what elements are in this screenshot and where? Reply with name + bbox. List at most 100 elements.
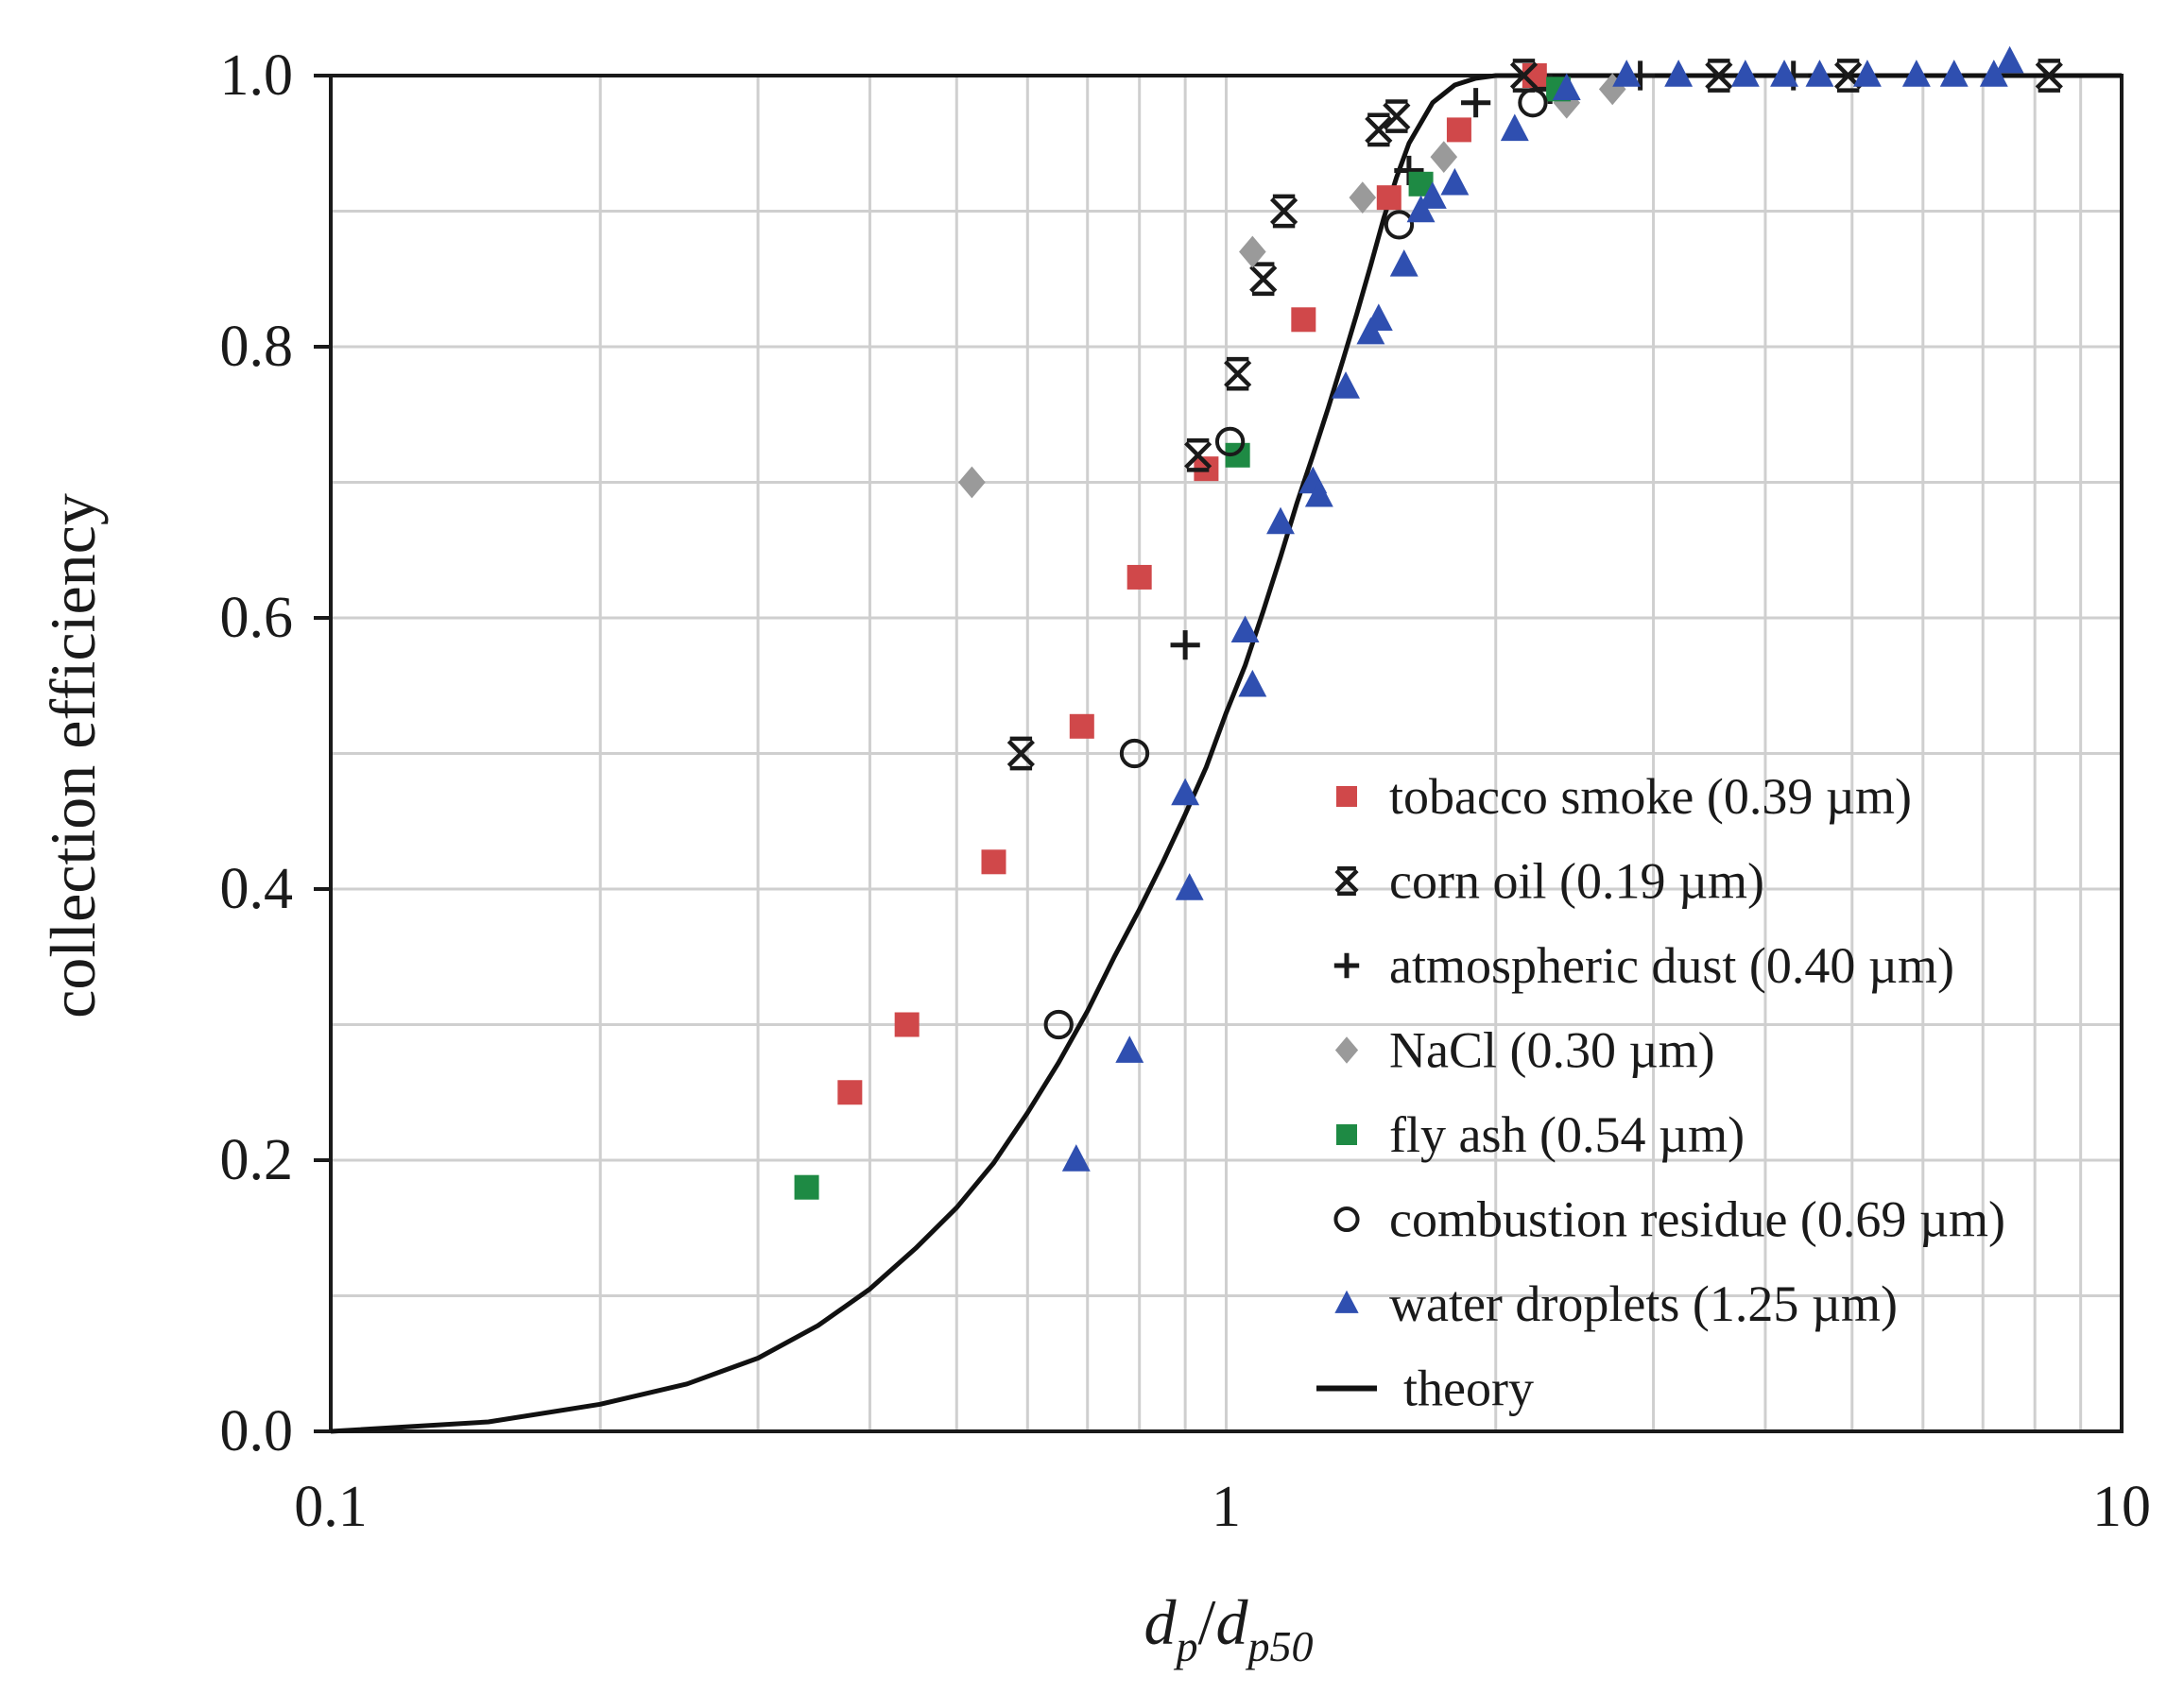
data-point <box>1238 669 1267 697</box>
data-point <box>1730 60 1760 87</box>
data-point <box>1239 235 1266 268</box>
data-point <box>1805 60 1834 87</box>
legend-marker <box>1334 1036 1359 1064</box>
data-point <box>1006 736 1035 771</box>
data-point <box>1770 60 1798 87</box>
x-axis-title-d2: d <box>1215 1586 1248 1658</box>
data-point <box>1230 615 1260 643</box>
data-point <box>1939 60 1969 87</box>
legend: tobacco smoke (0.39 µm) corn oil (0.19 µm… <box>1316 768 2005 1417</box>
data-point <box>981 849 1006 875</box>
data-point <box>1214 426 1246 457</box>
data-point <box>1834 59 1863 93</box>
y-tick-label: 0.2 <box>220 1128 294 1192</box>
data-point <box>958 466 986 499</box>
y-axis-title: collection efficiency <box>37 493 109 1018</box>
data-point <box>1406 195 1436 223</box>
data-point <box>1266 506 1295 535</box>
data-point <box>1291 307 1316 333</box>
series-1 <box>1006 59 2063 771</box>
legend-marker <box>1334 1290 1359 1313</box>
x-tick-labels: 0.1 1 10 <box>294 1475 2151 1539</box>
legend-label: combustion residue (0.69 µm) <box>1389 1191 2005 1248</box>
legend-label: corn oil (0.19 µm) <box>1389 853 1764 910</box>
data-point <box>1664 60 1694 87</box>
x-tick-label: 1 <box>1212 1475 1241 1539</box>
legend-label: tobacco smoke (0.39 µm) <box>1389 768 1912 825</box>
data-point <box>1224 356 1252 391</box>
data-point <box>1115 1035 1144 1063</box>
legend-marker <box>1334 866 1359 896</box>
data-point <box>1170 630 1200 660</box>
y-tick-labels: 0.0 0.2 0.4 0.6 0.8 1.0 <box>220 43 294 1463</box>
y-tick-label: 0.4 <box>220 857 294 921</box>
x-axis-title-d1: d <box>1144 1586 1178 1658</box>
data-point <box>1349 181 1377 214</box>
y-tick-label: 0.8 <box>220 315 294 379</box>
legend-marker <box>1333 1206 1360 1233</box>
data-point <box>1446 117 1471 143</box>
data-series-layer <box>794 45 2063 1200</box>
data-point <box>1126 564 1152 590</box>
y-tick-label: 0.0 <box>220 1399 294 1463</box>
data-point <box>1612 60 1642 87</box>
data-point <box>1175 873 1204 900</box>
legend-label: fly ash (0.54 µm) <box>1389 1106 1745 1163</box>
legend-label: NaCl (0.30 µm) <box>1389 1022 1715 1079</box>
data-point <box>1418 181 1447 209</box>
data-point <box>1365 112 1393 147</box>
x-axis-title-sub1: p <box>1174 1622 1198 1670</box>
data-point <box>1440 167 1470 196</box>
x-axis-title-sub2: p50 <box>1245 1622 1313 1670</box>
data-point <box>1500 113 1529 142</box>
series-5 <box>1043 88 1548 1040</box>
data-point <box>1304 479 1333 507</box>
x-axis-title-slash: / <box>1198 1586 1216 1658</box>
data-point <box>1061 1144 1091 1172</box>
data-point <box>794 1174 819 1200</box>
data-point <box>1852 60 1882 87</box>
data-point <box>1979 60 2008 87</box>
data-point <box>1332 371 1360 399</box>
data-point <box>1069 713 1094 739</box>
data-point <box>1356 317 1385 345</box>
data-point <box>1901 60 1931 87</box>
data-point <box>1184 437 1212 472</box>
data-point <box>1269 194 1298 229</box>
x-axis-title: dp/dp50 <box>1144 1586 1314 1670</box>
legend-marker <box>1336 786 1357 807</box>
data-point <box>1509 59 1539 93</box>
y-tick-label: 1.0 <box>220 43 294 108</box>
data-point <box>2035 59 2063 93</box>
legend-label: atmospheric dust (0.40 µm) <box>1389 937 1954 994</box>
legend-marker <box>1333 952 1360 979</box>
legend-label-theory: theory <box>1403 1360 1534 1417</box>
data-point <box>1383 99 1411 133</box>
data-point <box>1376 185 1402 211</box>
data-point <box>1705 59 1733 93</box>
data-point <box>1430 141 1458 173</box>
legend-marker <box>1336 1124 1357 1145</box>
x-tick-label: 10 <box>2092 1475 2151 1539</box>
data-point <box>1598 73 1626 106</box>
data-point <box>1364 303 1393 331</box>
data-point <box>837 1080 863 1105</box>
data-point <box>1043 1009 1074 1040</box>
legend-label: water droplets (1.25 µm) <box>1389 1275 1898 1332</box>
data-point <box>1552 73 1581 101</box>
data-point <box>1384 210 1415 240</box>
data-point <box>1461 88 1491 118</box>
x-tick-label: 0.1 <box>294 1475 368 1539</box>
series-6 <box>1061 45 2024 1172</box>
data-point <box>1249 262 1278 297</box>
series-0 <box>837 63 1547 1105</box>
data-point <box>1518 88 1548 118</box>
data-point <box>1119 738 1150 769</box>
data-point <box>1995 45 2024 74</box>
data-point <box>894 1012 920 1037</box>
y-tick-label: 0.6 <box>220 586 294 650</box>
data-point <box>1389 249 1419 277</box>
data-point <box>1171 778 1200 806</box>
